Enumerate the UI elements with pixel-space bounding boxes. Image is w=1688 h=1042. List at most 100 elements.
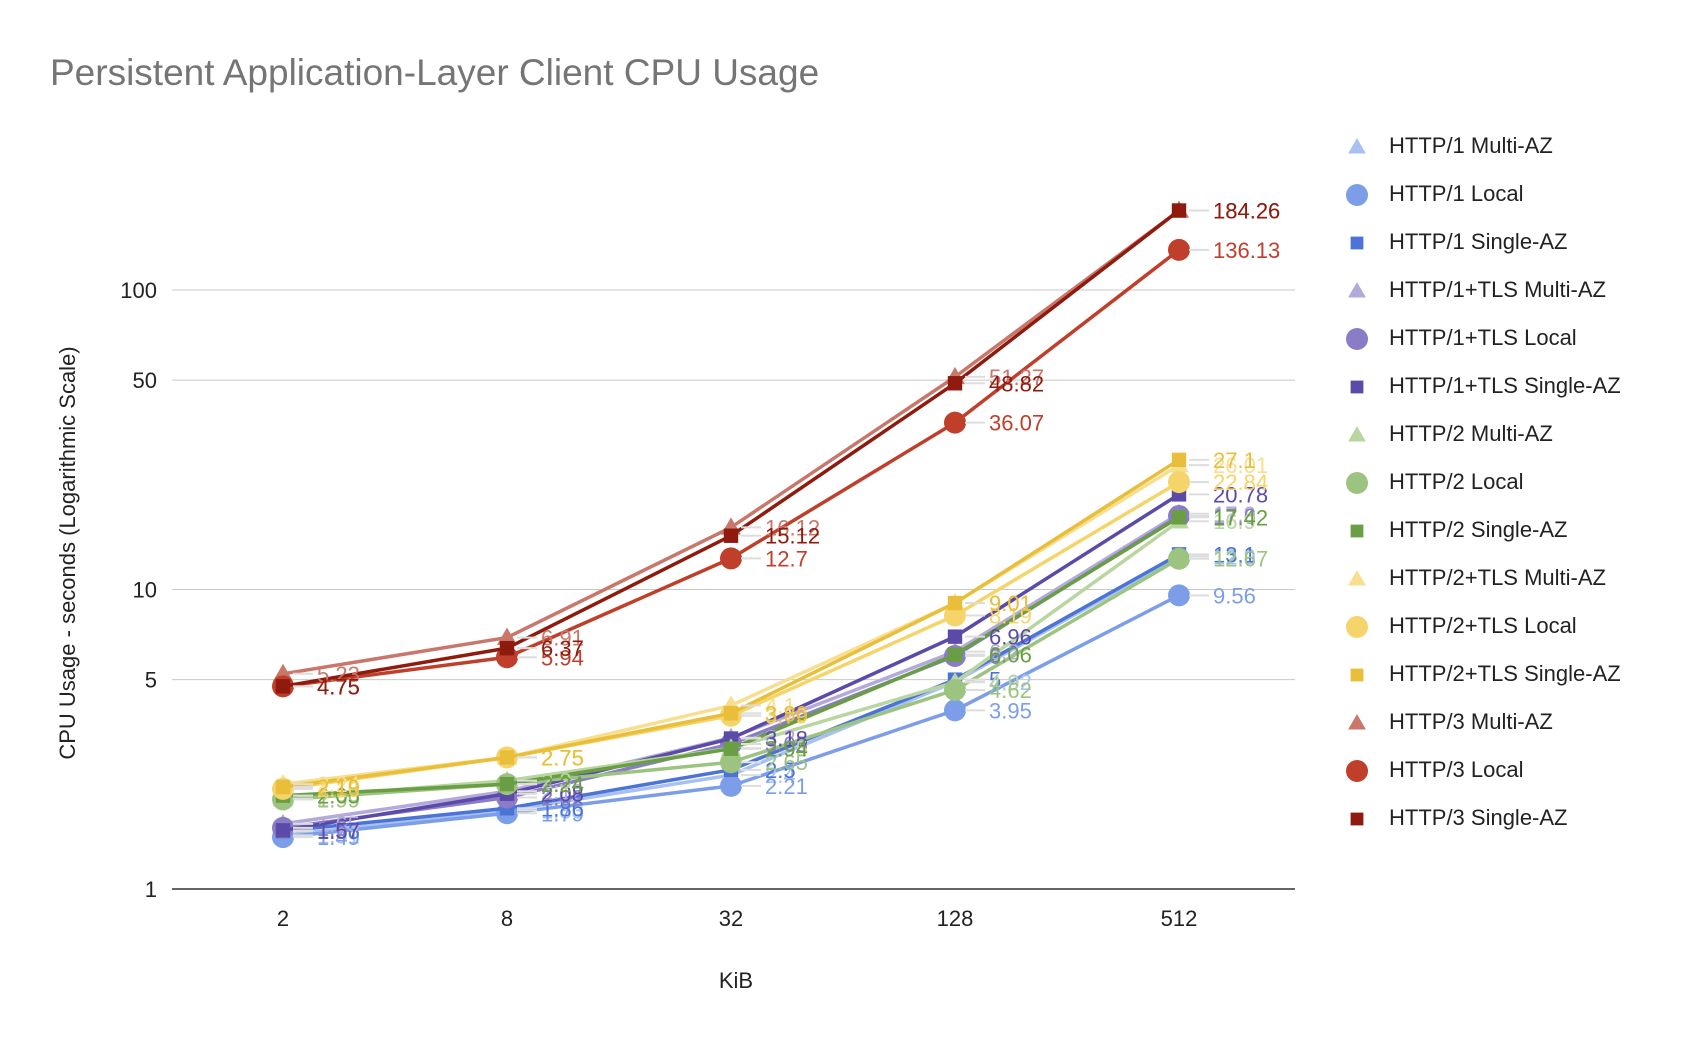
data-label: 6.37 — [541, 636, 584, 661]
data-label: 12.7 — [765, 546, 808, 571]
data-label: 4.62 — [989, 678, 1032, 703]
legend-item: HTTP/2+TLS Multi-AZ — [1342, 563, 1682, 593]
data-label: 2.94 — [765, 737, 808, 762]
legend-label: HTTP/3 Local — [1389, 757, 1524, 782]
data-label: 3.95 — [989, 698, 1032, 723]
data-label: 26.01 — [1213, 453, 1268, 478]
data-label: 1.49 — [317, 825, 360, 850]
data-label: 8.19 — [989, 603, 1032, 628]
legend-item: HTTP/1+TLS Local — [1342, 323, 1682, 353]
series-line — [282, 209, 1181, 689]
circle-marker-icon — [1346, 328, 1368, 350]
data-point — [944, 411, 966, 434]
data-label: 2.4 — [765, 763, 796, 788]
data-label: 1.56 — [317, 819, 360, 844]
y-axis-title: CPU Usage - seconds (Logarithmic Scale) — [55, 346, 80, 759]
data-label: 1.83 — [541, 798, 584, 823]
legend-label: HTTP/1+TLS Multi-AZ — [1389, 277, 1606, 302]
y-tick-label: 10 — [133, 578, 157, 603]
triangle-marker-icon — [1348, 714, 1366, 730]
data-label: 2.21 — [765, 774, 808, 799]
data-point — [723, 528, 739, 543]
data-label: 48.82 — [989, 371, 1044, 396]
circle-marker-icon — [1346, 616, 1368, 638]
x-axis-title: KiB — [719, 968, 753, 993]
data-label: 20.78 — [1213, 482, 1268, 507]
legend-label: HTTP/2+TLS Single-AZ — [1389, 661, 1621, 686]
data-label: 6.06 — [989, 643, 1032, 668]
data-label: 1.6 — [317, 816, 348, 841]
data-label: 3.79 — [765, 704, 808, 729]
data-point — [944, 678, 966, 701]
data-label: 6.2 — [989, 640, 1020, 665]
data-point — [1171, 452, 1187, 468]
data-point — [275, 823, 291, 838]
data-label: 13.1 — [1213, 542, 1256, 567]
data-label: 4.75 — [317, 674, 360, 699]
triangle-marker-icon — [1348, 426, 1366, 442]
legend-label: HTTP/2 Multi-AZ — [1389, 421, 1553, 446]
circle-marker-icon — [1346, 760, 1368, 782]
data-label: 2.12 — [541, 779, 584, 804]
x-tick-label: 512 — [1161, 906, 1198, 931]
x-tick-label: 128 — [937, 906, 974, 931]
chart-title: Persistent Application-Layer Client CPU … — [50, 52, 820, 93]
legend-item: HTTP/2+TLS Single-AZ — [1342, 659, 1682, 689]
data-label: 2.24 — [541, 772, 584, 797]
series-line — [282, 209, 1181, 676]
legend-item: HTTP/2 Local — [1342, 467, 1682, 497]
data-label: 9.56 — [1213, 583, 1256, 608]
circle-marker-icon — [1346, 184, 1368, 206]
data-point — [275, 679, 291, 694]
data-point — [944, 699, 966, 722]
legend-label: HTTP/1 Local — [1389, 181, 1524, 206]
y-tick-label: 5 — [145, 668, 157, 693]
data-label: 2.16 — [317, 777, 360, 802]
legend-item: HTTP/1 Single-AZ — [1342, 227, 1682, 257]
data-label: 15.12 — [765, 524, 820, 549]
legend-label: HTTP/1+TLS Local — [1389, 325, 1577, 350]
data-point — [947, 647, 963, 662]
y-tick-label: 50 — [133, 368, 157, 393]
legend-label: HTTP/1+TLS Single-AZ — [1389, 373, 1621, 398]
data-label: 6.96 — [989, 625, 1032, 650]
legend-label: HTTP/2+TLS Local — [1389, 613, 1577, 638]
data-label: 3.86 — [765, 701, 808, 726]
square-marker-icon — [1350, 668, 1364, 682]
series-http-3-single-az — [275, 203, 1187, 694]
legend-item: HTTP/3 Single-AZ — [1342, 803, 1682, 833]
legend-label: HTTP/3 Multi-AZ — [1389, 709, 1553, 734]
data-point — [947, 376, 963, 391]
square-marker-icon — [1350, 380, 1364, 394]
data-label: 3.2 — [765, 726, 796, 751]
legend-item: HTTP/2 Multi-AZ — [1342, 419, 1682, 449]
data-label: 136.13 — [1213, 238, 1280, 263]
data-label: 16.9 — [1213, 509, 1256, 534]
square-marker-icon — [1350, 812, 1364, 826]
series-http-3-multi-az — [272, 200, 1190, 682]
square-marker-icon — [1350, 524, 1364, 538]
data-point — [499, 640, 515, 656]
x-tick-label: 2 — [277, 906, 289, 931]
legend-label: HTTP/1 Single-AZ — [1389, 229, 1568, 254]
data-label: 4.9 — [989, 670, 1020, 695]
data-label: 2.75 — [541, 745, 584, 770]
data-label: 2.19 — [317, 775, 360, 800]
data-point — [499, 750, 515, 765]
data-label: 2.08 — [541, 782, 584, 807]
data-point — [1168, 584, 1190, 607]
legend-item: HTTP/2 Single-AZ — [1342, 515, 1682, 545]
data-label: 2.02 — [541, 786, 584, 811]
legend-item: HTTP/1+TLS Multi-AZ — [1342, 275, 1682, 305]
data-label: 12.67 — [1213, 547, 1268, 572]
data-point — [720, 547, 742, 570]
data-label: 4.92 — [989, 670, 1032, 695]
data-point — [1168, 547, 1190, 570]
data-label: 3.18 — [765, 727, 808, 752]
x-tick-label: 8 — [501, 906, 513, 931]
data-label: 4.1 — [765, 693, 796, 718]
data-label: 2.65 — [765, 750, 808, 775]
grid-lines — [172, 289, 1295, 890]
legend-item: HTTP/3 Local — [1342, 755, 1682, 785]
data-label: 1.79 — [541, 801, 584, 826]
